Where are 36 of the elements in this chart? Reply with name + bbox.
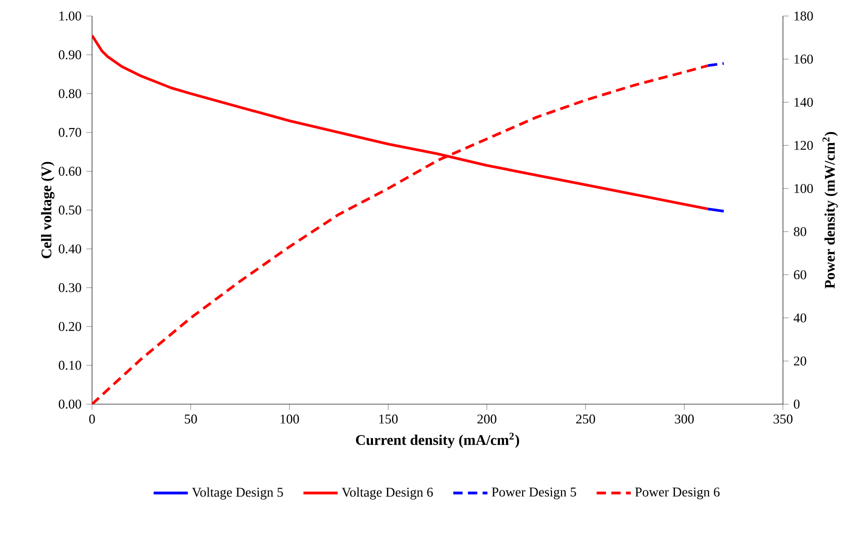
y2-tick-label: 80 bbox=[794, 227, 806, 236]
x-tick-label: 0 bbox=[89, 414, 95, 424]
x-tick-label: 50 bbox=[184, 414, 197, 424]
x-tick-label: 300 bbox=[674, 414, 694, 424]
y-tick-label: 0.10 bbox=[58, 360, 82, 370]
y-tick-label: 0.30 bbox=[58, 283, 82, 292]
y-tick-label: 0.90 bbox=[58, 50, 82, 60]
y-tick-label: 0.50 bbox=[58, 205, 82, 215]
y2-tick-label: 100 bbox=[794, 184, 813, 193]
y2-tick-label: 140 bbox=[794, 98, 813, 107]
y2-tick-label: 60 bbox=[794, 270, 806, 280]
legend-label: Voltage Design 6 bbox=[342, 487, 433, 500]
legend-label: Voltage Design 5 bbox=[192, 487, 283, 500]
y-tick-label: 0.20 bbox=[58, 322, 82, 331]
y2-tick-label: 160 bbox=[794, 54, 813, 64]
y2-tick-label: 40 bbox=[794, 313, 806, 322]
y2-tick-label: 180 bbox=[794, 11, 813, 20]
x-axis-title: Current density (mA/cm$^{2}$) bbox=[356, 432, 520, 448]
y-tick-label: 0.00 bbox=[58, 400, 82, 409]
x-tick-label: 200 bbox=[477, 414, 496, 424]
legend-label: Power Design 6 bbox=[635, 488, 720, 500]
y2-axis-title: Power density (mW/cm$^{2}$) bbox=[822, 132, 838, 288]
x-tick-label: 250 bbox=[576, 414, 596, 424]
legend-label: Power Design 5 bbox=[492, 488, 576, 500]
y2-tick-label: 120 bbox=[794, 140, 813, 150]
y-tick-label: 0.40 bbox=[58, 244, 82, 254]
y2-tick-label: 0 bbox=[794, 400, 800, 409]
y-tick-label: 1.00 bbox=[59, 11, 82, 20]
y-tick-label: 0.70 bbox=[58, 128, 82, 137]
y-tick-label: 0.80 bbox=[58, 89, 82, 98]
y-axis-title: Cell voltage (V) bbox=[41, 162, 54, 258]
y-tick-label: 0.60 bbox=[58, 166, 82, 176]
y2-tick-label: 20 bbox=[794, 356, 806, 366]
x-tick-label: 150 bbox=[379, 414, 398, 424]
x-tick-label: 350 bbox=[774, 414, 792, 424]
x-tick-label: 100 bbox=[280, 414, 299, 424]
